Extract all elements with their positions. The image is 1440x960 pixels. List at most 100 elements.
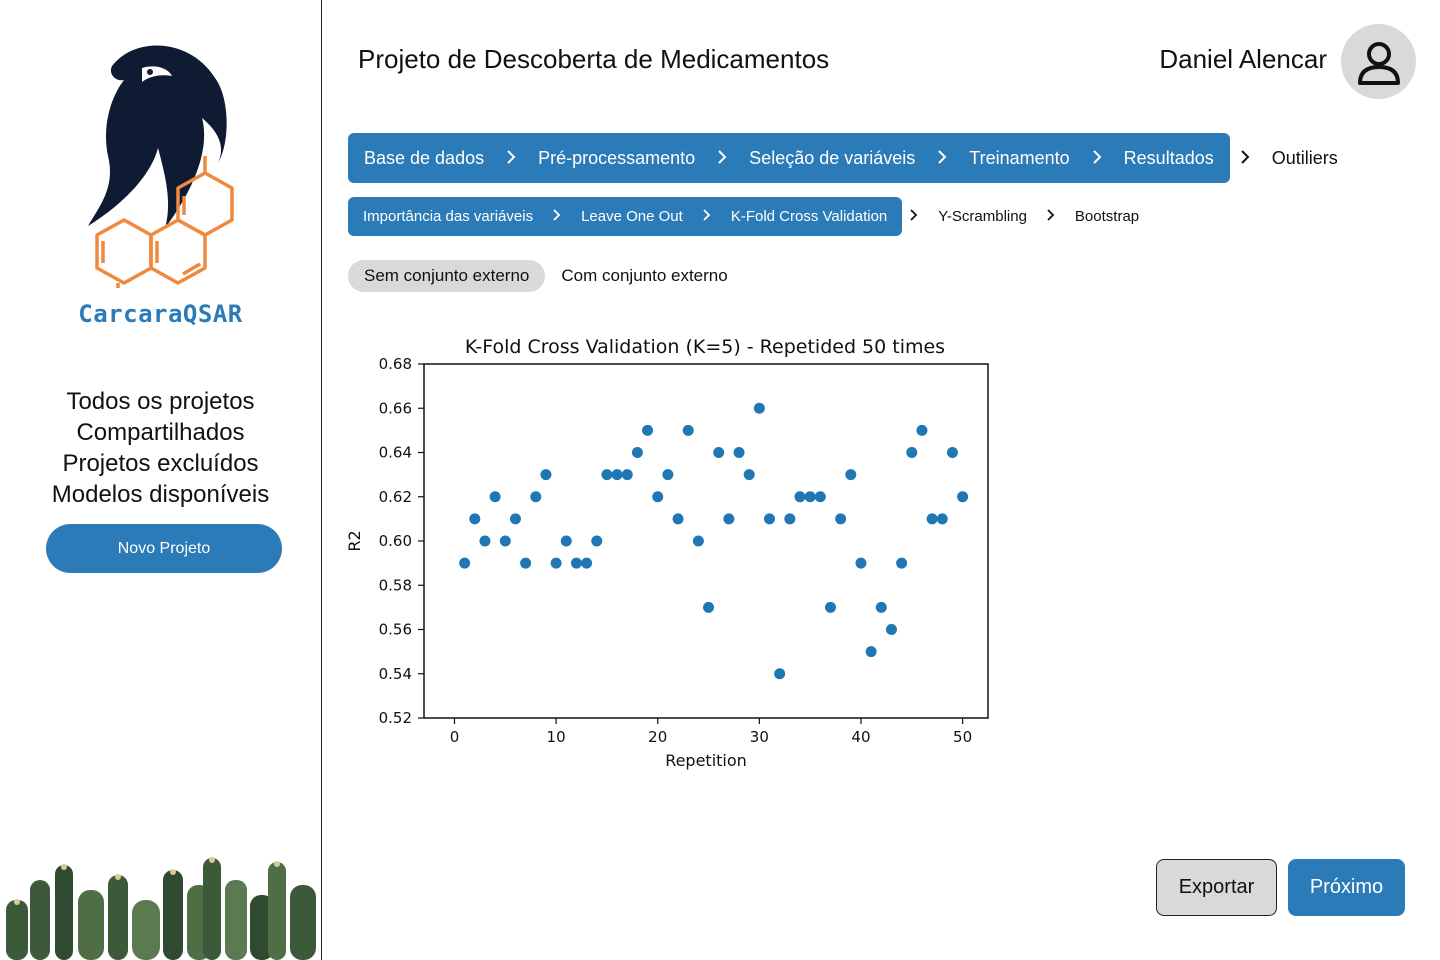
user-icon — [1357, 41, 1400, 85]
scatter-point — [784, 513, 796, 525]
chevron-right-icon — [703, 208, 711, 225]
y-tick-label: 0.62 — [379, 488, 412, 506]
scatter-point — [540, 469, 552, 481]
x-tick-label: 40 — [851, 728, 870, 746]
scatter-point — [662, 469, 674, 481]
scatter-point — [601, 469, 613, 481]
step-breadcrumb: Base de dados Pré-processamento Seleção … — [348, 133, 1338, 183]
new-project-button[interactable]: Novo Projeto — [46, 524, 282, 573]
scatter-point — [611, 469, 623, 481]
scatter-point — [479, 535, 491, 547]
scatter-point — [835, 513, 847, 525]
scatter-point — [794, 491, 806, 503]
chart-title: K-Fold Cross Validation (K=5) - Repetide… — [465, 336, 945, 358]
scatter-point — [489, 491, 501, 503]
carcara-logo — [88, 45, 234, 288]
y-tick-label: 0.60 — [379, 532, 412, 550]
scatter-point — [774, 668, 786, 680]
export-button[interactable]: Exportar — [1156, 859, 1277, 916]
substep-k-fold-cross-validation[interactable]: K-Fold Cross Validation — [730, 208, 888, 225]
scatter-point — [509, 513, 521, 525]
scatter-point — [723, 513, 735, 525]
scatter-point — [703, 601, 715, 613]
active-substeps-group: Importância das variáveis Leave One Out … — [348, 197, 903, 236]
substep-bootstrap[interactable]: Bootstrap — [1074, 208, 1140, 225]
chevron-right-icon — [937, 148, 947, 169]
x-tick-label: 20 — [648, 728, 667, 746]
next-button[interactable]: Próximo — [1288, 859, 1405, 916]
chevron-right-icon — [910, 208, 918, 225]
x-tick-label: 50 — [953, 728, 972, 746]
scatter-point — [855, 557, 867, 569]
cactus-decoration — [6, 857, 316, 960]
active-steps-group: Base de dados Pré-processamento Seleção … — [348, 133, 1230, 183]
scatter-point — [957, 491, 969, 503]
chevron-right-icon — [553, 208, 561, 225]
scatter-point — [764, 513, 776, 525]
scatter-point — [875, 601, 887, 613]
scatter-point — [713, 447, 725, 458]
scatter-point — [733, 447, 745, 458]
nav-deleted-projects[interactable]: Projetos excluídos — [62, 450, 259, 477]
sidebar: CarcaraQSAR Todos os projetos Compartilh… — [0, 0, 322, 960]
step-outiliers[interactable]: Outiliers — [1271, 147, 1338, 168]
nav-all-projects[interactable]: Todos os projetos — [66, 388, 255, 415]
scatter-point — [570, 557, 582, 569]
scatter-point — [459, 557, 471, 569]
chevron-right-icon — [506, 148, 516, 169]
scatter-point — [845, 469, 857, 481]
substep-y-scrambling[interactable]: Y-Scrambling — [938, 208, 1027, 225]
user-avatar[interactable] — [1341, 24, 1416, 99]
scatter-point — [753, 402, 765, 414]
nav-shared[interactable]: Compartilhados — [76, 419, 245, 446]
y-tick-label: 0.66 — [379, 399, 412, 417]
chevron-right-icon — [1047, 208, 1055, 225]
step-resultados[interactable]: Resultados — [1123, 147, 1214, 168]
substep-leave-one-out[interactable]: Leave One Out — [581, 208, 683, 225]
scatter-point — [906, 447, 918, 458]
toggle-sem-conjunto-externo[interactable]: Sem conjunto externo — [348, 260, 546, 292]
scatter-point — [926, 513, 938, 525]
substep-breadcrumb: Importância das variáveis Leave One Out … — [348, 197, 1139, 236]
y-tick-label: 0.54 — [379, 665, 412, 683]
scatter-point — [692, 535, 704, 547]
scatter-point — [682, 424, 694, 436]
scatter-point — [946, 447, 958, 458]
scatter-point — [642, 424, 654, 436]
scatter-point — [804, 491, 816, 503]
step-base-de-dados[interactable]: Base de dados — [364, 147, 485, 168]
x-tick-label: 0 — [450, 728, 460, 746]
user-name[interactable]: Daniel Alencar — [1159, 44, 1327, 74]
scatter-point — [865, 646, 877, 658]
scatter-point — [916, 424, 928, 436]
kfold-scatter-chart: K-Fold Cross Validation (K=5) - Repetide… — [345, 336, 989, 770]
brand-name: CarcaraQSAR — [78, 300, 243, 328]
x-tick-label: 30 — [750, 728, 769, 746]
step-selecao-de-variaveis[interactable]: Seleção de variáveis — [749, 147, 916, 168]
chevron-right-icon — [1092, 148, 1102, 169]
scatter-point — [672, 513, 684, 525]
scatter-point — [591, 535, 603, 547]
toggle-com-conjunto-externo[interactable]: Com conjunto externo — [561, 266, 728, 285]
step-pre-processamento[interactable]: Pré-processamento — [538, 147, 696, 168]
x-tick-label: 10 — [547, 728, 566, 746]
scatter-point — [520, 557, 532, 569]
x-axis-label: Repetition — [665, 751, 747, 770]
scatter-point — [530, 491, 542, 503]
step-treinamento[interactable]: Treinamento — [969, 147, 1070, 168]
substep-importancia-das-variaveis[interactable]: Importância das variáveis — [363, 208, 534, 225]
nav-available-models[interactable]: Modelos disponíveis — [51, 481, 270, 508]
scatter-point — [885, 624, 897, 635]
scatter-point — [631, 447, 643, 458]
y-tick-label: 0.68 — [379, 355, 412, 373]
y-tick-label: 0.52 — [379, 709, 412, 727]
scatter-point — [621, 469, 633, 481]
y-tick-label: 0.64 — [379, 444, 412, 462]
sidebar-nav: Todos os projetos Compartilhados Projeto… — [0, 386, 321, 510]
scatter-point — [814, 491, 826, 503]
project-title: Projeto de Descoberta de Medicamentos — [358, 44, 830, 74]
scatter-point — [936, 513, 948, 525]
external-set-toggle: Sem conjunto externo Com conjunto extern… — [348, 260, 744, 292]
scatter-point — [581, 557, 593, 569]
scatter-point — [469, 513, 481, 525]
